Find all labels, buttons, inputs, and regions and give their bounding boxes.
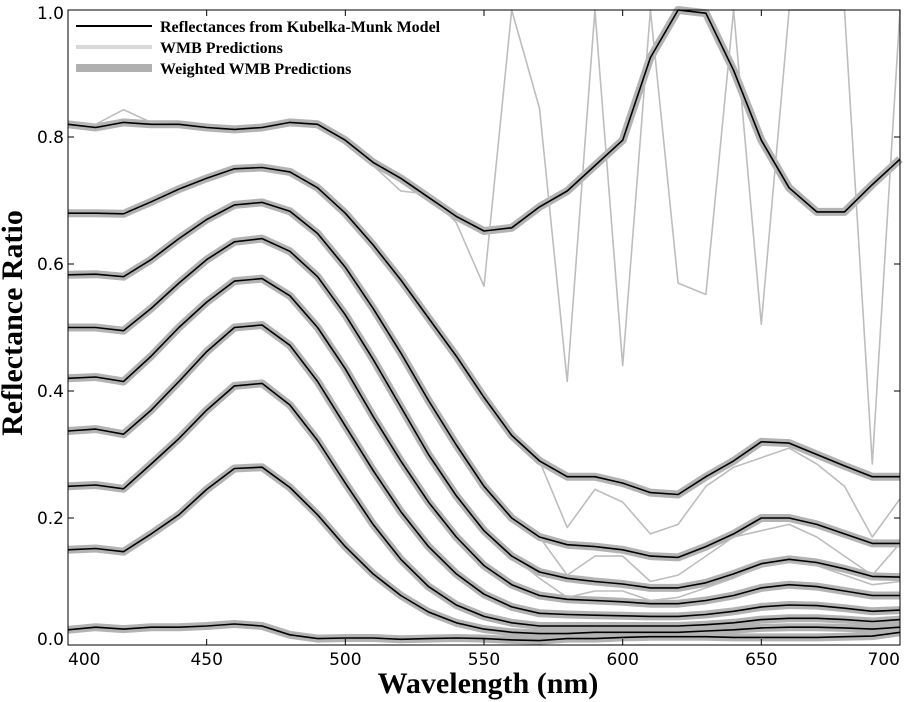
km-line-9 bbox=[67, 623, 901, 642]
km-line-5 bbox=[67, 277, 900, 605]
y-tick-label-0: 0.0 bbox=[37, 630, 64, 650]
km-line-8 bbox=[67, 466, 901, 635]
y-axis-title: Reflectance Ratio bbox=[0, 210, 29, 436]
y-tick-label-5: 1.0 bbox=[37, 4, 64, 24]
km-line-7 bbox=[67, 382, 901, 627]
y-tick-label-3: 0.6 bbox=[37, 255, 64, 275]
x-tick-label-700: 700 bbox=[868, 650, 900, 670]
legend-label-km: Reflectances from Kubelka-Munk Model bbox=[160, 19, 441, 36]
y-tick-label-2: 0.4 bbox=[37, 382, 64, 402]
y-tick-label-1: 0.2 bbox=[37, 509, 64, 529]
km-line-3 bbox=[67, 201, 900, 559]
x-axis-title: Wavelength (nm) bbox=[378, 667, 599, 700]
x-tick-label-400: 400 bbox=[68, 650, 100, 670]
legend-label-wmb: WMB Predictions bbox=[160, 40, 283, 57]
x-tick-label-450: 450 bbox=[190, 650, 222, 670]
x-tick-label-550: 550 bbox=[468, 650, 500, 670]
x-tick-label-600: 600 bbox=[606, 650, 638, 670]
y-tick-label-4: 0.8 bbox=[37, 128, 64, 148]
km-line-4 bbox=[68, 237, 901, 589]
km-line-2 bbox=[68, 166, 900, 496]
km-line-1 bbox=[67, 9, 901, 232]
km-line-6 bbox=[67, 324, 901, 618]
legend-label-weighted: Weighted WMB Predictions bbox=[160, 61, 351, 78]
x-tick-label-500: 500 bbox=[329, 650, 361, 670]
plot-background bbox=[68, 10, 900, 645]
x-tick-label-650: 650 bbox=[745, 650, 777, 670]
legend: Reflectances from Kubelka-Munk Model WMB… bbox=[76, 19, 441, 78]
series-layer bbox=[67, 6, 903, 645]
ticks-layer: 400 450 500 550 600 650 700 0.0 0.2 0.4 0.6 0.8 1.0 bbox=[37, 4, 901, 670]
